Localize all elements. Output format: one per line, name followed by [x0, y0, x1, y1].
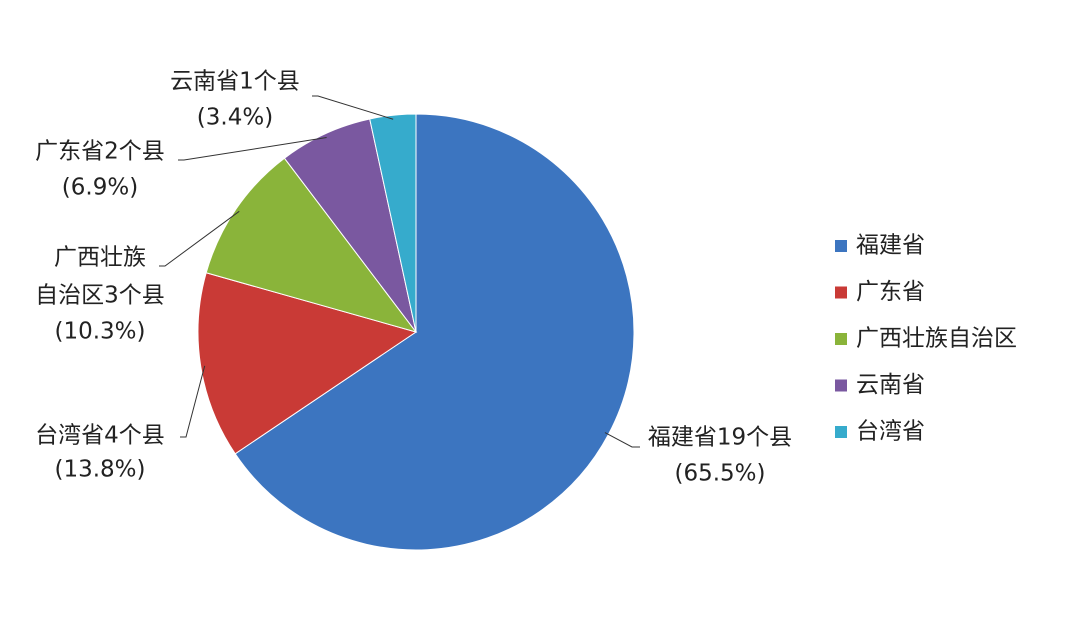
data-label: 福建省19个县	[648, 425, 792, 451]
leader-line	[180, 365, 206, 438]
legend-label: 广东省	[856, 279, 925, 305]
legend-label: 云南省	[856, 372, 925, 398]
leader-line	[604, 432, 640, 448]
legend-label: 福建省	[856, 233, 925, 259]
pie-slice	[197, 272, 418, 455]
legend-swatch	[835, 286, 847, 299]
data-label: 自治区3个县	[35, 283, 165, 309]
legend-label: 广西壮族自治区	[856, 326, 1017, 352]
legend-label: 台湾省	[856, 419, 925, 445]
legend-swatch	[835, 333, 847, 345]
data-label: (6.9%)	[62, 175, 138, 201]
leader-line	[312, 95, 394, 120]
data-label: 广东省2个县	[35, 139, 165, 165]
data-label: (10.3%)	[54, 319, 145, 345]
data-label: (65.5%)	[674, 461, 765, 487]
legend-swatch	[835, 379, 847, 392]
pie-slice	[205, 157, 418, 333]
leader-line	[178, 137, 327, 161]
data-label: 广西壮族	[54, 245, 146, 271]
pie-slice	[369, 113, 417, 333]
data-label: 云南省1个县	[170, 69, 300, 95]
legend-swatch	[835, 240, 847, 252]
data-label: 台湾省4个县	[35, 423, 165, 449]
data-label: (3.4%)	[197, 105, 273, 131]
data-label: (13.8%)	[54, 457, 145, 483]
leader-line	[159, 210, 240, 267]
legend-swatch	[835, 426, 847, 438]
